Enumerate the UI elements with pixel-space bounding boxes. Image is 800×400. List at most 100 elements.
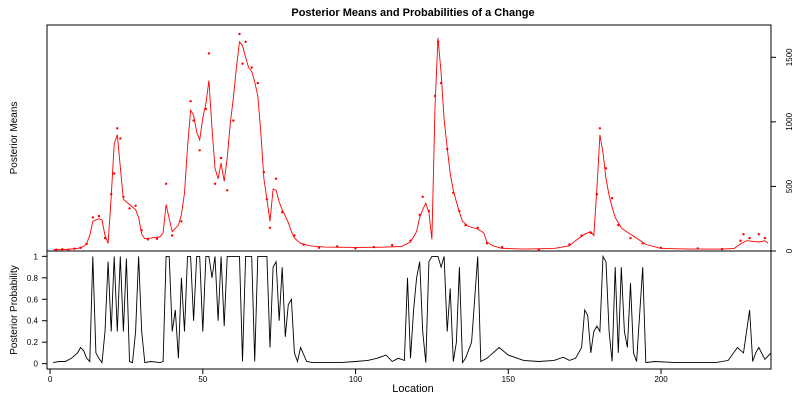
means-data-point — [595, 193, 599, 196]
means-data-point — [192, 119, 195, 122]
means-data-point — [720, 247, 724, 251]
means-y-tick-label: 1000 — [785, 112, 794, 130]
means-data-point — [250, 66, 253, 69]
means-data-point — [302, 243, 305, 246]
means-data-point — [116, 127, 119, 130]
probability-y-axis-label: Posterior Probability — [9, 265, 20, 354]
means-data-point — [537, 248, 540, 251]
x-tick-label: 50 — [198, 375, 207, 384]
means-data-point — [232, 119, 235, 122]
means-data-point — [207, 52, 211, 55]
means-data-point — [659, 246, 663, 249]
means-data-point — [119, 137, 122, 140]
means-data-point — [171, 234, 174, 237]
means-y-tick-label: 500 — [785, 179, 794, 193]
means-data-point — [265, 198, 269, 201]
means-data-point — [110, 193, 113, 196]
means-data-point — [244, 40, 247, 43]
means-data-point — [146, 238, 149, 241]
means-data-point — [219, 156, 223, 160]
means-y-axis-label: Posterior Means — [9, 102, 20, 175]
means-data-point — [61, 248, 64, 251]
means-data-point — [274, 177, 278, 180]
means-data-point — [757, 233, 760, 236]
means-data-point — [568, 243, 571, 246]
chart-title: Posterior Means and Probabilities of a C… — [291, 7, 534, 19]
means-data-point — [180, 220, 183, 223]
means-data-point — [391, 244, 394, 247]
x-tick-label: 100 — [349, 375, 363, 384]
means-data-point — [241, 62, 244, 65]
means-data-point — [452, 191, 455, 195]
means-data-point — [204, 107, 208, 111]
means-data-point — [238, 32, 241, 36]
probabilities-y-tick-label: 0.4 — [27, 317, 39, 326]
x-tick-label: 200 — [654, 375, 668, 384]
probability-panel-frame — [46, 250, 772, 370]
means-data-point — [696, 247, 699, 250]
means-data-point — [372, 245, 376, 249]
probabilities-y-tick-label: 0 — [34, 360, 39, 369]
means-data-point — [198, 149, 201, 152]
means-data-point — [418, 213, 421, 216]
means-data-point — [256, 81, 259, 85]
means-data-point — [134, 204, 137, 207]
means-data-point — [103, 236, 107, 240]
means-data-point — [421, 195, 424, 198]
means-series-line — [53, 37, 769, 251]
means-data-point — [485, 242, 489, 245]
means-data-point — [610, 196, 614, 200]
means-data-point — [458, 209, 461, 213]
means-y-tick-label: 1500 — [785, 48, 794, 66]
means-panel-frame — [46, 24, 772, 252]
means-data-point — [268, 226, 272, 229]
means-data-point — [128, 207, 131, 210]
means-data-point — [226, 189, 229, 192]
probabilities-y-tick-label: 1 — [34, 252, 39, 261]
means-data-point — [79, 246, 82, 249]
means-data-point — [113, 172, 116, 175]
probabilities-series-line — [53, 254, 772, 364]
means-data-point — [213, 182, 217, 185]
means-data-point — [763, 236, 767, 240]
axes: 0 500 1000 1500 0 0.2 0.4 0.6 0.8 1 0 50 100 150 200 — [27, 48, 794, 384]
means-data-point — [476, 226, 479, 229]
means-data-point — [580, 234, 583, 237]
means-data-point — [742, 233, 745, 236]
means-data-point — [67, 248, 70, 252]
x-axis-label: Location — [392, 383, 434, 395]
means-data-point — [464, 224, 467, 227]
probabilities-y-tick-label: 0.6 — [27, 295, 39, 304]
means-data-point — [409, 239, 412, 242]
means-data-point — [501, 245, 504, 249]
means-data-point — [748, 236, 751, 240]
means-data-point — [354, 247, 357, 250]
means-y-tick-label: 0 — [785, 248, 794, 253]
means-data-point — [641, 242, 644, 245]
means-data-point — [617, 224, 620, 227]
means-data-point — [55, 248, 58, 251]
means-data-point — [262, 171, 266, 174]
x-tick-label: 0 — [48, 375, 53, 384]
means-data-point — [336, 245, 339, 248]
means-data-point — [439, 81, 443, 85]
means-data-point — [281, 211, 284, 214]
means-data-point — [317, 246, 321, 249]
means-data-point — [629, 236, 632, 240]
means-plot-area — [53, 32, 769, 252]
means-data-point — [189, 100, 192, 103]
means-data-point — [446, 147, 449, 151]
means-data-point — [91, 216, 95, 219]
probability-plot-area — [53, 254, 772, 364]
means-data-point — [122, 195, 125, 198]
means-data-point — [589, 231, 592, 235]
means-data-point — [427, 209, 431, 213]
x-tick-label: 150 — [502, 375, 516, 384]
means-data-point — [73, 247, 76, 250]
means-data-point — [155, 237, 159, 240]
probabilities-y-tick-label: 0.2 — [27, 338, 39, 347]
means-data-point — [140, 229, 143, 232]
means-data-point — [436, 40, 440, 43]
means-data-point — [85, 242, 88, 246]
